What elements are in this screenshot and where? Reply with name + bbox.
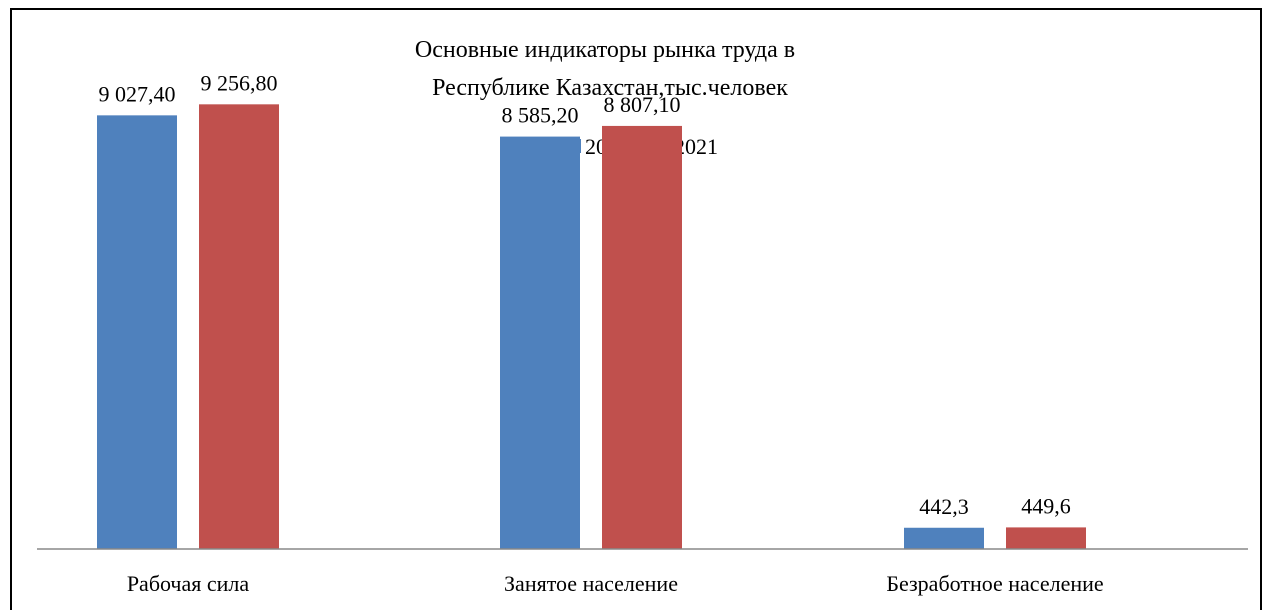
bar-2021-2 <box>1006 527 1086 549</box>
bars-group <box>97 104 1086 550</box>
data-label-2017-2: 442,3 <box>919 494 969 519</box>
bar-2017-2 <box>904 527 984 549</box>
category-label-1: Занятое население <box>504 571 678 596</box>
data-label-2021-2: 449,6 <box>1021 493 1071 518</box>
chart-title-line-2: Республике Казахстан,тыс.человек <box>432 75 788 101</box>
bar-2017-0 <box>97 115 177 550</box>
category-label-2: Безработное население <box>886 571 1103 596</box>
category-labels-group: Рабочая сила Занятое население Безработное… <box>127 571 1104 596</box>
data-labels-group: 9 027,40 9 256,80 8 585,20 8 807,10 442,3 449… <box>99 70 1071 518</box>
data-label-2021-1: 8 807,10 <box>604 92 681 117</box>
chart-title-line-1: Основные индикаторы рынка труда в <box>415 37 795 63</box>
category-label-0: Рабочая сила <box>127 571 250 596</box>
data-label-2017-0: 9 027,40 <box>99 81 176 106</box>
bar-2021-1 <box>602 125 682 549</box>
bar-2017-1 <box>500 136 580 549</box>
data-label-2021-0: 9 256,80 <box>201 70 278 95</box>
data-label-2017-1: 8 585,20 <box>502 103 579 128</box>
bar-2021-0 <box>199 104 279 550</box>
